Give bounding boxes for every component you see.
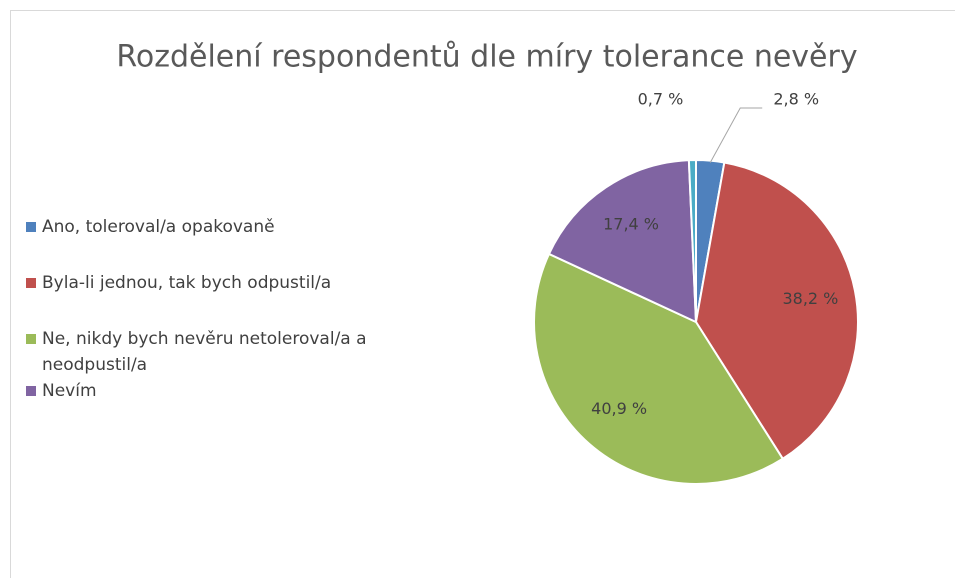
chart-border <box>10 10 955 578</box>
legend-swatch <box>26 386 36 396</box>
data-label: 38,2 % <box>782 289 838 308</box>
legend-label: Byla-li jednou, tak bych odpustil/a <box>42 273 332 293</box>
data-label: 40,9 % <box>591 399 647 418</box>
legend-item: Ano, toleroval/a opakovaně <box>26 214 406 240</box>
legend-label: Ano, toleroval/a opakovaně <box>42 217 275 237</box>
chart-title: Rozdělení respondentů dle míry tolerance… <box>116 40 857 75</box>
legend: Ano, toleroval/a opakovaně Byla-li jednou… <box>26 214 406 434</box>
legend-item: Ne, nikdy bych nevěru netoleroval/a a ne… <box>26 326 406 378</box>
legend-swatch <box>26 334 36 344</box>
leader-line <box>709 107 763 163</box>
legend-swatch <box>26 278 36 288</box>
data-label: 0,7 % <box>638 90 684 109</box>
data-label: 2,8 % <box>773 90 819 109</box>
data-label: 17,4 % <box>603 215 659 234</box>
legend-item: Nevím <box>26 378 406 404</box>
legend-item: Byla-li jednou, tak bych odpustil/a <box>26 270 406 296</box>
legend-swatch <box>26 222 36 232</box>
legend-label: Nevím <box>42 381 97 401</box>
legend-label: Ne, nikdy bych nevěru netoleroval/a a ne… <box>42 329 367 375</box>
pie-slice <box>687 158 697 323</box>
pie-slice <box>533 252 785 485</box>
pie-slice <box>547 159 698 324</box>
